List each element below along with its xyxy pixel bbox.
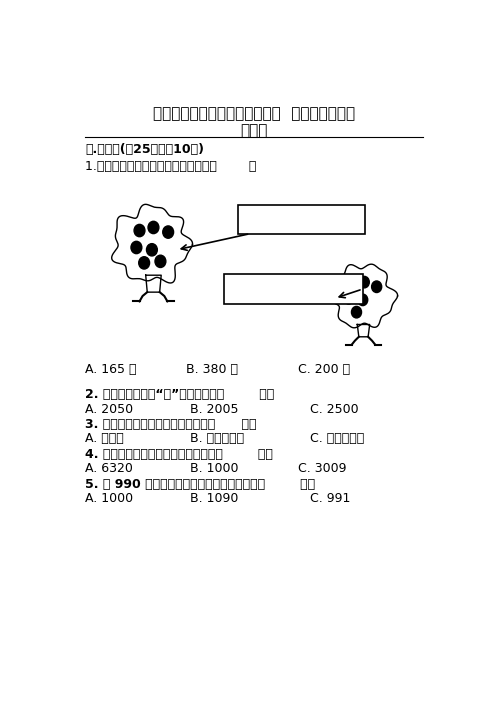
FancyBboxPatch shape xyxy=(224,274,364,304)
Polygon shape xyxy=(357,324,370,337)
Polygon shape xyxy=(328,264,398,328)
Text: C. 2500: C. 2500 xyxy=(310,403,359,416)
Ellipse shape xyxy=(155,256,166,267)
Ellipse shape xyxy=(372,281,382,293)
Text: 1.第二棵树上可能结了多少个苹果？（        ）: 1.第二棵树上可能结了多少个苹果？（ ） xyxy=(85,159,256,173)
Text: 人教版二年级下册数学第七单元  万以内数的认识: 人教版二年级下册数学第七单元 万以内数的认识 xyxy=(153,106,355,121)
Text: B. 1000: B. 1000 xyxy=(190,463,239,475)
Ellipse shape xyxy=(344,293,354,304)
Text: A. 165 个: A. 165 个 xyxy=(85,363,137,376)
Text: 一.选择题(入25题，入10分): 一.选择题(入25题，入10分) xyxy=(85,143,204,156)
Text: 2. 下列各数，一个“零”都不读的是（        ）。: 2. 下列各数，一个“零”都不读的是（ ）。 xyxy=(85,388,274,401)
Polygon shape xyxy=(146,275,161,292)
Text: C. 要读两个零: C. 要读两个零 xyxy=(310,432,364,445)
Ellipse shape xyxy=(131,241,142,253)
Text: C. 991: C. 991 xyxy=(310,492,350,505)
Text: 3. 读数时中间有两个零，这两个零（      ）。: 3. 读数时中间有两个零，这两个零（ ）。 xyxy=(85,418,257,432)
Ellipse shape xyxy=(359,277,370,288)
Text: B. 2005: B. 2005 xyxy=(190,403,239,416)
Ellipse shape xyxy=(146,244,157,256)
Text: A. 都不读: A. 都不读 xyxy=(85,432,124,445)
Ellipse shape xyxy=(139,257,150,269)
Text: 我结了260个苹果。: 我结了260个苹果。 xyxy=(259,212,344,226)
Ellipse shape xyxy=(134,225,145,237)
FancyBboxPatch shape xyxy=(238,205,365,234)
Text: A. 1000: A. 1000 xyxy=(85,492,133,505)
Text: B. 380 个: B. 380 个 xyxy=(186,363,238,376)
Text: B. 1090: B. 1090 xyxy=(190,492,238,505)
Text: A. 6320: A. 6320 xyxy=(85,463,133,475)
Text: C. 3009: C. 3009 xyxy=(299,463,347,475)
Ellipse shape xyxy=(148,221,159,234)
Ellipse shape xyxy=(358,294,368,305)
Ellipse shape xyxy=(163,226,174,238)
Ellipse shape xyxy=(352,306,362,318)
Text: 我结的比你多得多。: 我结的比你多得多。 xyxy=(256,282,331,296)
Text: 4. 下面四个数中，只读一个零的数是（        ）。: 4. 下面四个数中，只读一个零的数是（ ）。 xyxy=(85,448,273,461)
Text: C. 200 个: C. 200 个 xyxy=(299,363,351,376)
Text: A. 2050: A. 2050 xyxy=(85,403,133,416)
Ellipse shape xyxy=(347,279,357,290)
Text: 测试卷: 测试卷 xyxy=(241,123,268,138)
Polygon shape xyxy=(112,204,192,283)
Text: B. 只读一个零: B. 只读一个零 xyxy=(190,432,244,445)
Text: 5. 从 990 开始，十个十个地数，下一个数是（        ）。: 5. 从 990 开始，十个十个地数，下一个数是（ ）。 xyxy=(85,477,315,491)
